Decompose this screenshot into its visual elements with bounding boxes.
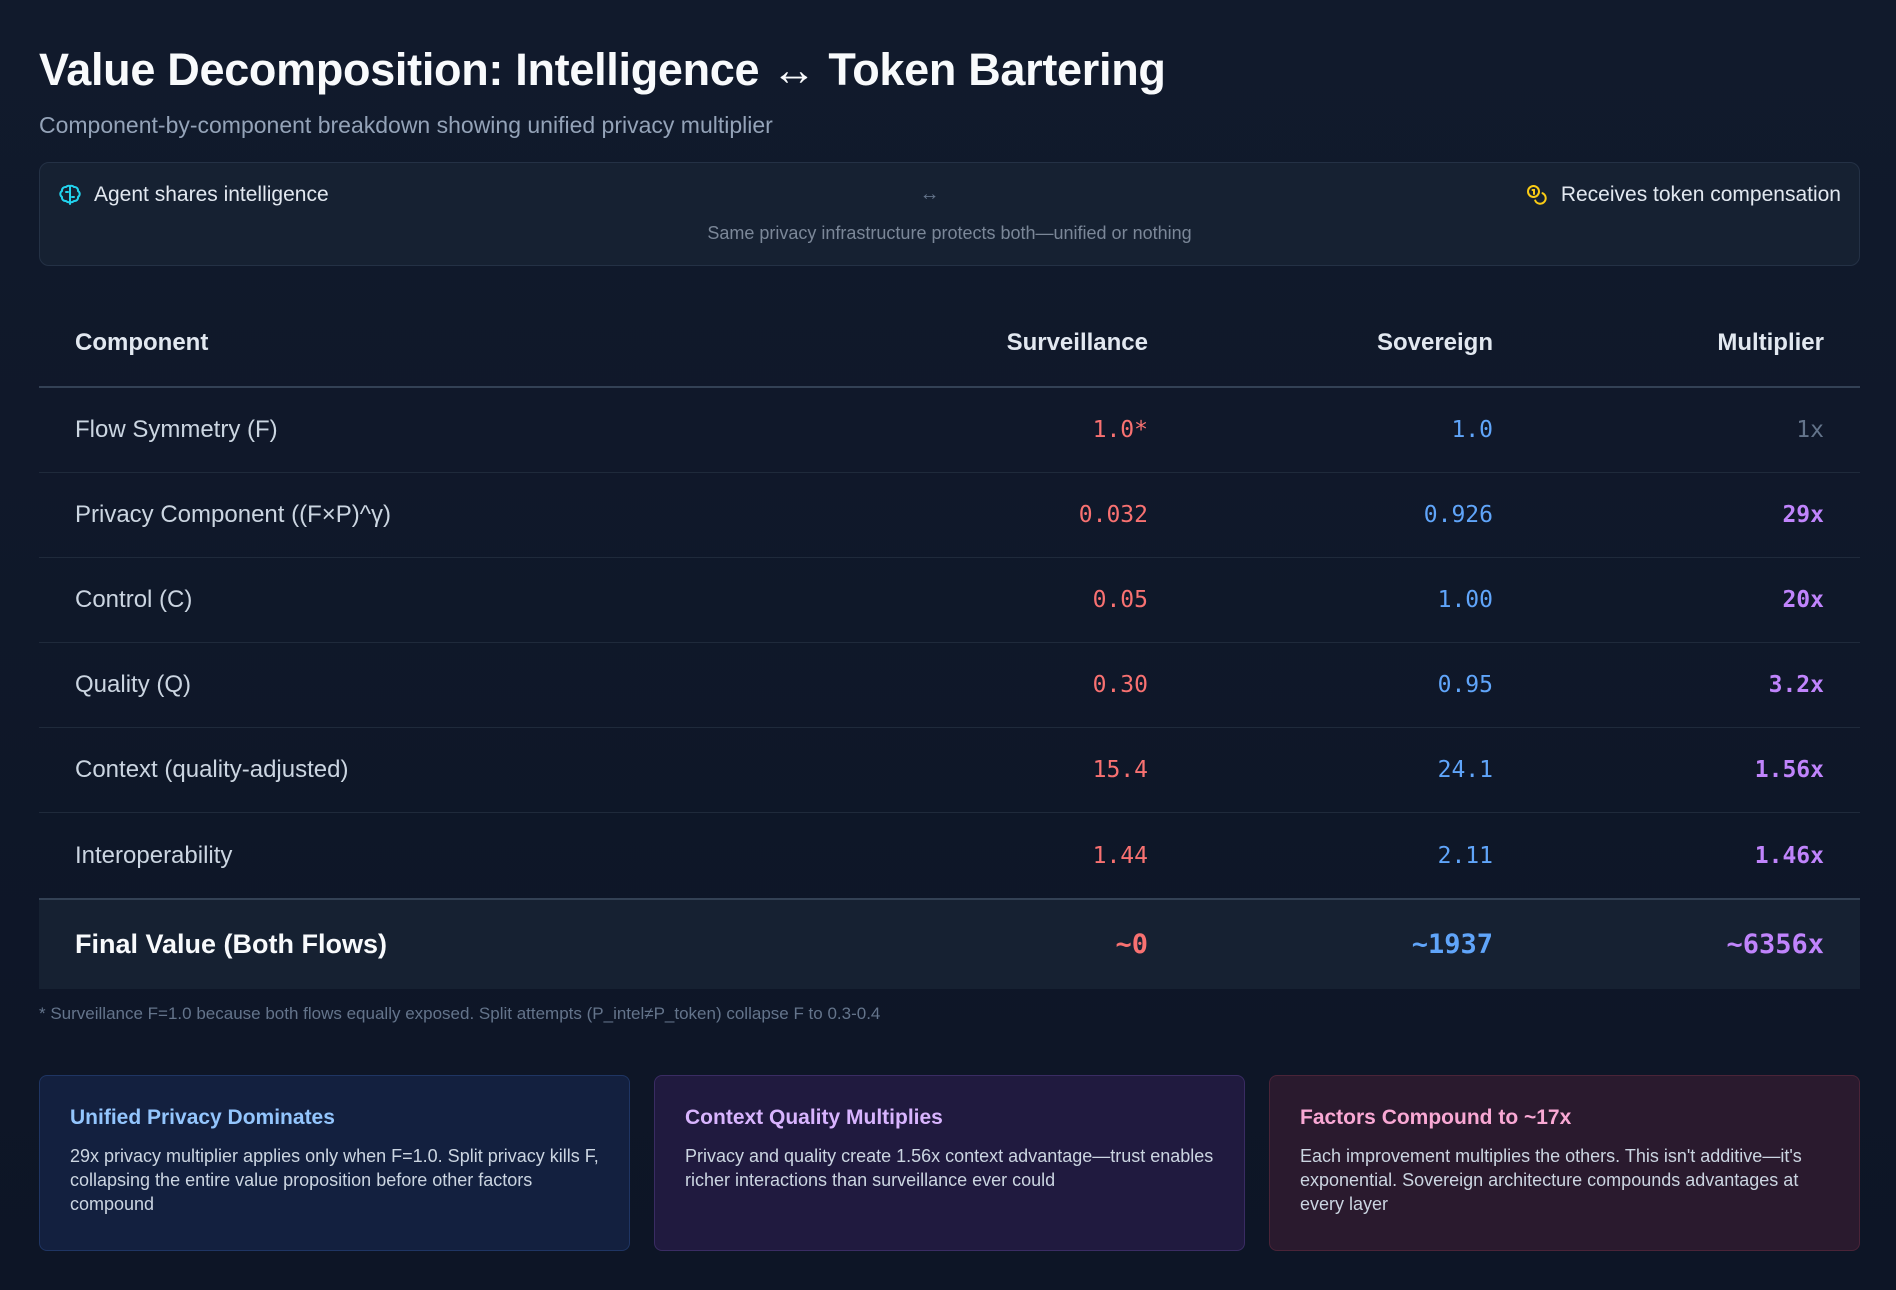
surveillance-value: 0.032 [1078, 502, 1148, 528]
sovereign-value: 0.926 [1423, 502, 1493, 528]
page-subtitle: Component-by-component breakdown showing… [39, 112, 773, 138]
final-multiplier-value: ~6356x [1726, 929, 1824, 960]
surveillance-value: 1.44 [1092, 842, 1148, 869]
card-text: Privacy and quality create 1.56x context… [685, 1146, 1214, 1190]
brain-icon [59, 184, 81, 205]
row-label: Flow Symmetry (F) [75, 416, 278, 443]
col-header-sovereign: Sovereign [1376, 329, 1493, 356]
table-row: Interoperability 1.44 2.11 1.46x [39, 813, 1860, 898]
card-title: Factors Compound to ~17x [1300, 1106, 1572, 1129]
table-row: Privacy Component ((F×P)^γ) 0.032 0.926 … [39, 473, 1860, 558]
row-label: Control (C) [75, 586, 193, 613]
final-value-row: Final Value (Both Flows) ~0 ~1937 ~6356x [39, 898, 1860, 989]
multiplier-value: 3.2x [1768, 672, 1824, 698]
flow-summary: Agent shares intelligence ↔ Receives tok… [39, 162, 1860, 266]
footnote: * Surveillance F=1.0 because both flows … [39, 1004, 881, 1023]
sovereign-value: 0.95 [1437, 672, 1493, 698]
table-header: Component Surveillance Sovereign Multipl… [39, 300, 1860, 388]
sovereign-value: 24.1 [1437, 757, 1493, 783]
insight-card-factors-compound: Factors Compound to ~17x Each improvemen… [1269, 1075, 1860, 1251]
col-header-surveillance: Surveillance [1006, 329, 1148, 356]
final-sovereign-value: ~1937 [1411, 929, 1493, 960]
coins-icon [1526, 185, 1547, 205]
sovereign-value: 2.11 [1437, 842, 1493, 869]
col-header-component: Component [75, 329, 209, 356]
col-header-multiplier: Multiplier [1717, 329, 1824, 356]
card-title: Context Quality Multiplies [685, 1106, 943, 1129]
sovereign-value: 1.0 [1451, 417, 1493, 443]
flow-note: Same privacy infrastructure protects bot… [707, 223, 1192, 243]
insight-card-context-quality: Context Quality Multiplies Privacy and q… [654, 1075, 1245, 1251]
flow-arrow: ↔ [919, 183, 940, 205]
table-row: Context (quality-adjusted) 15.4 24.1 1.5… [39, 728, 1860, 813]
multiplier-value: 1.46x [1754, 842, 1824, 869]
final-row-label: Final Value (Both Flows) [75, 929, 388, 959]
table-row: Quality (Q) 0.30 0.95 3.2x [39, 643, 1860, 728]
multiplier-value: 29x [1782, 502, 1824, 528]
row-label: Quality (Q) [75, 671, 192, 698]
final-surveillance-value: ~0 [1115, 929, 1148, 960]
decomposition-table: Component Surveillance Sovereign Multipl… [39, 300, 1860, 989]
flow-left-label: Agent shares intelligence [94, 183, 329, 206]
multiplier-value: 1.56x [1754, 757, 1824, 783]
flow-right-label: Receives token compensation [1560, 183, 1841, 206]
sovereign-value: 1.00 [1437, 587, 1493, 613]
table-row: Control (C) 0.05 1.00 20x [39, 558, 1860, 643]
row-label: Privacy Component ((F×P)^γ) [75, 501, 392, 528]
multiplier-value: 1x [1796, 417, 1824, 443]
surveillance-value: 15.4 [1092, 757, 1148, 783]
card-text: 29x privacy multiplier applies only when… [70, 1146, 599, 1214]
flow-left: Agent shares intelligence [58, 183, 329, 207]
row-label: Interoperability [75, 841, 233, 869]
card-title: Unified Privacy Dominates [70, 1106, 335, 1129]
flow-right: Receives token compensation [1525, 183, 1841, 207]
card-text: Each improvement multiplies the others. … [1300, 1146, 1802, 1214]
surveillance-value: 0.05 [1092, 587, 1148, 613]
surveillance-value: 1.0* [1092, 417, 1148, 443]
insight-card-unified-privacy: Unified Privacy Dominates 29x privacy mu… [39, 1075, 630, 1251]
insight-cards: Unified Privacy Dominates 29x privacy mu… [39, 1075, 1860, 1251]
surveillance-value: 0.30 [1092, 672, 1148, 698]
multiplier-value: 20x [1782, 587, 1824, 613]
page-title: Value Decomposition: Intelligence ↔ Toke… [39, 44, 1166, 95]
table-row: Flow Symmetry (F) 1.0* 1.0 1x [39, 388, 1860, 473]
row-label: Context (quality-adjusted) [75, 756, 349, 783]
